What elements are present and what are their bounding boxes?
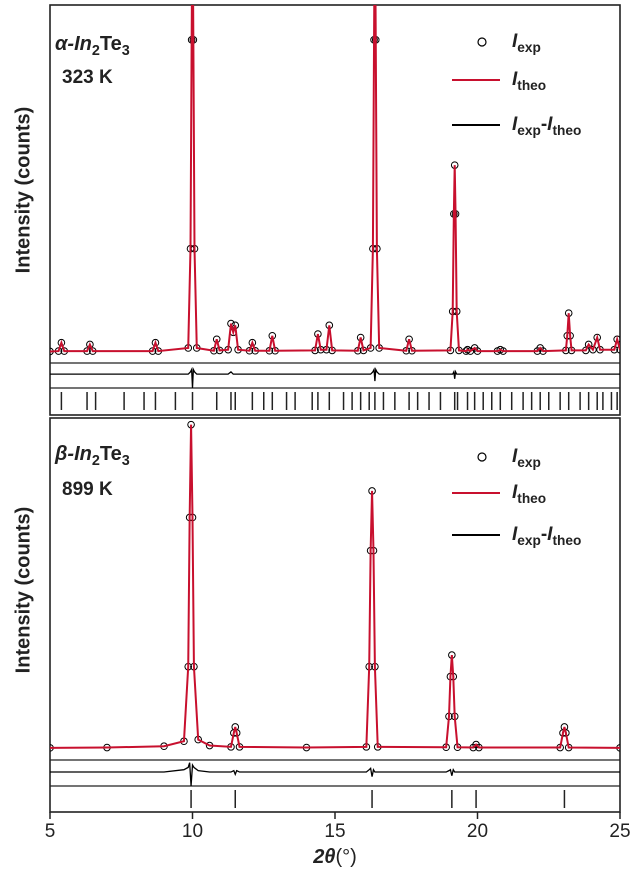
panel-subtitle: 323 K — [62, 67, 113, 88]
data-point — [86, 340, 94, 349]
legend-label: Iexp-Itheo — [512, 524, 581, 548]
panel-title: β-In2Te3 — [54, 443, 130, 469]
x-tick-label: 15 — [324, 821, 345, 842]
legend-marker — [477, 452, 487, 462]
x-tick-label: 25 — [609, 821, 630, 842]
series-line — [50, 424, 620, 749]
series-line — [50, 5, 620, 353]
x-tick-label: 5 — [45, 821, 56, 842]
plot-area — [50, 5, 620, 356]
plot-area — [50, 420, 620, 752]
data-point — [589, 345, 597, 354]
data-point — [616, 345, 620, 354]
data-point — [57, 338, 66, 347]
x-tick-label: 20 — [467, 821, 488, 842]
legend-marker — [477, 37, 487, 47]
series-line — [50, 367, 620, 389]
data-point — [248, 338, 257, 347]
x-axis-label: 2θ(°) — [312, 846, 357, 868]
legend-label: Itheo — [512, 69, 546, 93]
data-point — [151, 338, 160, 347]
series-line — [50, 762, 620, 787]
panel-title: α-In2Te3 — [55, 33, 130, 59]
data-point — [584, 340, 593, 349]
legend-label: Iexp — [512, 31, 541, 55]
legend-label: Iexp — [512, 446, 541, 470]
y-axis-label: Intensity (counts) — [12, 107, 34, 274]
y-axis-label: Intensity (counts) — [12, 507, 34, 674]
legend-label: Iexp-Itheo — [512, 114, 581, 138]
panel-subtitle: 899 K — [62, 479, 113, 500]
legend-label: Itheo — [512, 482, 546, 506]
x-tick-label: 10 — [182, 821, 203, 842]
panel-frame — [49, 4, 621, 416]
panel-frame — [49, 417, 621, 813]
